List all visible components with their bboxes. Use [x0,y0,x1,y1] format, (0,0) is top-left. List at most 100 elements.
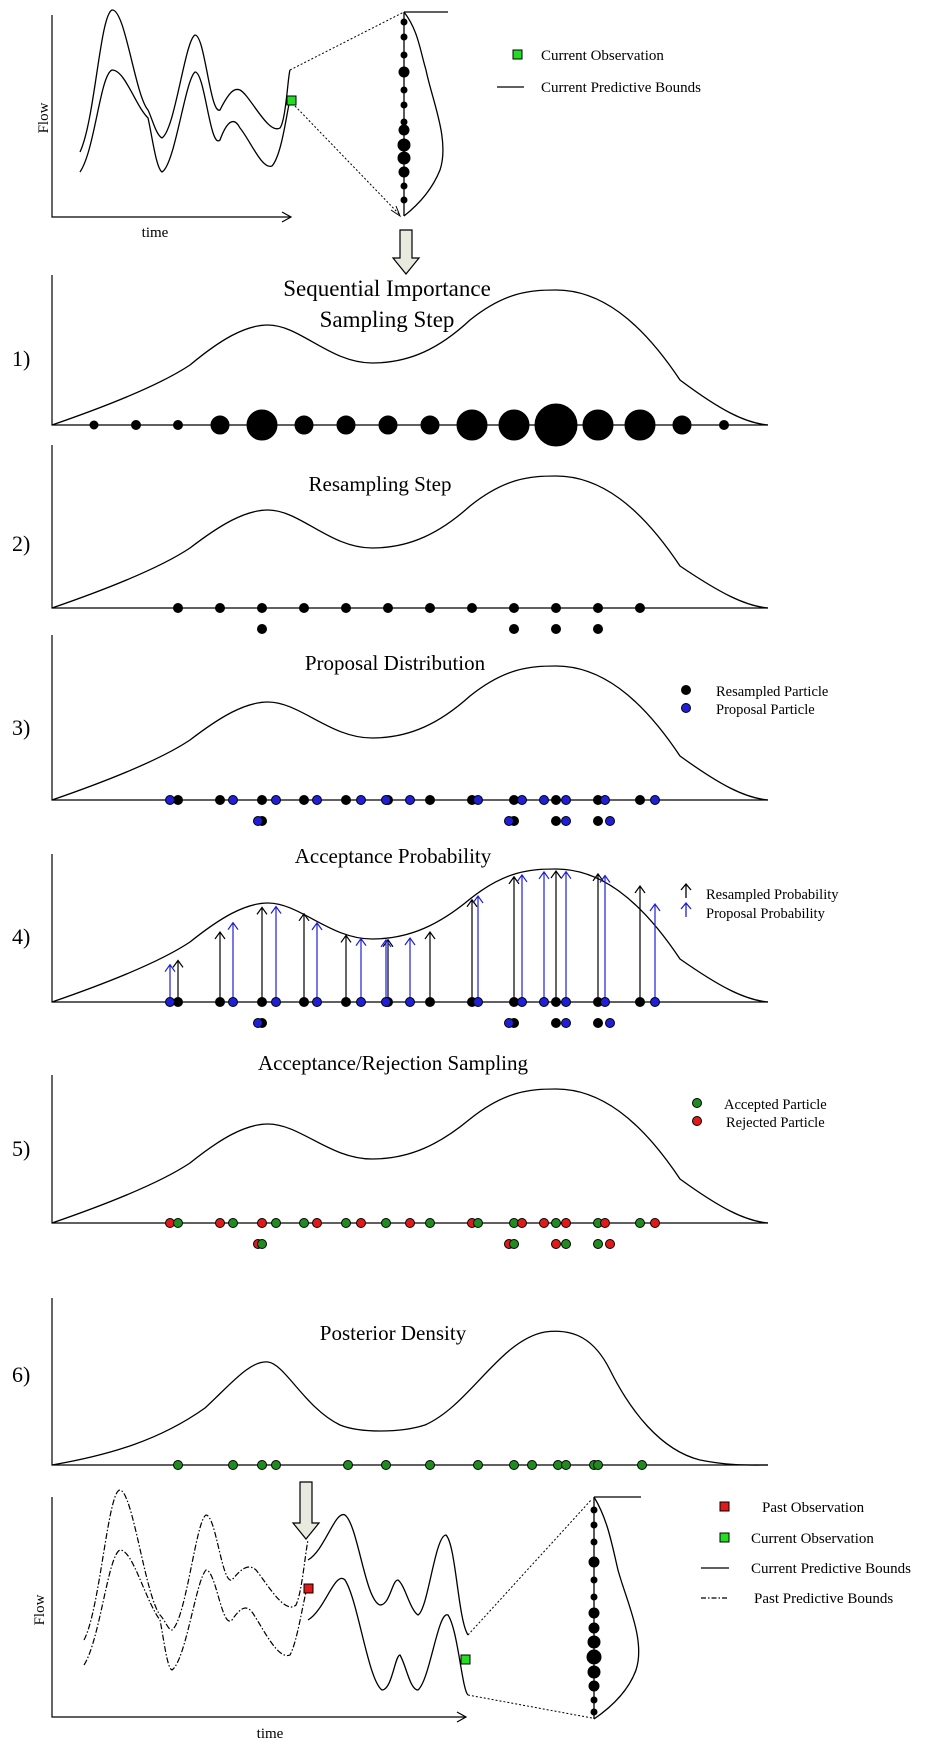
resampled-particle [383,603,393,613]
weighted-particle [582,409,614,441]
bottom-axis-arrow [456,1711,468,1723]
sample-dot [398,166,410,178]
sample-dot [398,124,410,136]
resampled-probability-arrow [172,959,184,1002]
sample-dot [400,196,408,204]
step-5-number: 5) [12,1136,30,1161]
accepted-particle [593,1239,603,1249]
step-5-panel: 5) Acceptance/Rejection Sampling Accepte… [12,1051,827,1249]
step-1-title-line-1: Sequential Importance [283,276,491,301]
resampled-probability-arrow [382,938,394,1002]
resampled-probability-arrow [256,906,268,1002]
sample-dot [400,182,408,190]
bottom-current-observation-marker [460,1654,471,1665]
step-6-title: Posterior Density [320,1321,467,1345]
proposal-particle [271,997,281,1007]
step-3-legend-label-resampled: Resampled Particle [716,684,828,700]
proposal-probability-arrow [649,902,661,1002]
step-6-number: 6) [12,1362,30,1387]
sample-dot [397,151,411,165]
weighted-particle [498,409,530,441]
sample-dot [588,1607,600,1619]
step-3-panel: 3) Proposal Distribution Resampled Parti… [12,635,828,826]
accepted-particle [509,1239,519,1249]
top-current-observation-marker [286,95,297,106]
proposal-particle [650,997,660,1007]
resampled-probability-arrow [214,930,226,1002]
step-1-density-curve [51,289,769,426]
step-4-particles [165,997,660,1028]
accepted-particle [551,1218,561,1228]
particle-duplicate [561,1018,571,1028]
top-legend-green-square-icon [512,49,523,60]
bottom-predictive-density-curve [593,1496,640,1720]
bottom-legend-label-current-predictive-bounds: Current Predictive Bounds [751,1561,911,1577]
top-sample-dots [397,18,411,204]
proposal-particle [312,795,322,805]
weighted-particle [719,420,729,430]
rejected-particle [312,1218,322,1228]
proposal-particle [228,997,238,1007]
proposal-particle [600,997,610,1007]
resampled-particle [467,603,477,613]
top-predictive-density-curve [403,11,444,217]
proposal-particle [600,795,610,805]
resampled-particle [593,603,603,613]
resampled-probability-arrow [634,884,646,1002]
sample-dot [400,51,408,59]
step-1-title-line-2: Sampling Step [320,307,455,332]
accepted-particle [173,1218,183,1228]
step-2-density-curve [51,475,769,609]
sample-dot [588,1622,600,1634]
sample-dot [400,86,408,94]
sample-dot [400,33,408,41]
resampled-particle [635,795,645,805]
step-1-weighted-particles [89,403,729,447]
top-dotted-arrowhead [390,205,402,218]
sample-dot [590,1576,598,1584]
step-5-particles [165,1218,660,1249]
top-xlabel: time [142,225,169,241]
bottom-current-lower-bound-line [307,1577,469,1696]
resampled-particle [341,795,351,805]
step-panels: 1) Sequential Importance Sampling Step 2… [12,275,839,1470]
particle-duplicate [253,816,263,826]
weighted-particle [336,415,356,435]
bottom-dotted-connector-lower [467,1694,593,1719]
resampled-probability-arrow [508,875,520,1002]
weighted-particle [624,409,656,441]
bottom-sample-dots [586,1506,602,1716]
resampled-particle-duplicate [593,624,603,634]
accepted-particle [341,1218,351,1228]
posterior-particle [527,1460,537,1470]
proposal-probability-arrow [355,937,367,1002]
step-1-panel: 1) Sequential Importance Sampling Step [12,275,769,447]
weighted-particle [378,415,398,435]
proposal-particle [271,795,281,805]
proposal-probability-arrow [270,905,282,1002]
proposal-particle [650,795,660,805]
particle-duplicate [605,1018,615,1028]
proposal-particle [561,997,571,1007]
resampled-probability-arrow [298,912,310,1002]
resampled-particle [257,603,267,613]
sample-dot [590,1696,598,1704]
step-2-axes [51,445,768,609]
resampled-particle-duplicate [509,624,519,634]
proposal-particle [517,997,527,1007]
resampled-probability-arrow [340,934,352,1002]
top-panel: Flow time Current Observation Current Pr… [36,9,701,241]
top-legend-label-current-observation: Current Observation [541,48,664,64]
resampled-particle [551,603,561,613]
step-6-panel: 6) Posterior Density [12,1298,769,1470]
resampled-particle [299,795,309,805]
proposal-probability-arrow [516,873,528,1002]
sample-dot [400,118,408,126]
step-5-legend: Accepted Particle Rejected Particle [692,1097,827,1131]
proposal-probability-arrow [538,870,550,1002]
resampled-particle [551,795,561,805]
particle-duplicate [561,816,571,826]
weighted-particle [534,403,578,447]
resampled-particle [551,997,561,1007]
particle-duplicate [551,1018,561,1028]
